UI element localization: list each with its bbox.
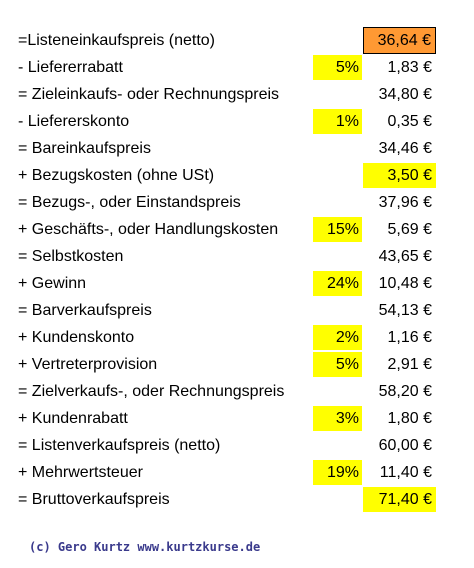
table-row: = Bruttoverkaufspreis 71,40 € xyxy=(12,486,442,513)
table-row: = Zieleinkaufs- oder Rechnungspreis 34,80… xyxy=(12,81,442,108)
table-row: + Gewinn 24% 10,48 € xyxy=(12,270,442,297)
row-amount: 60,00 € xyxy=(378,437,432,454)
row-label: = Barverkaufspreis xyxy=(18,302,152,319)
row-percentage: 19% xyxy=(313,460,362,485)
row-label: = Zieleinkaufs- oder Rechnungspreis xyxy=(18,86,280,103)
calculation-table: =Listeneinkaufspreis (netto) 36,64 € - Lie… xyxy=(12,27,442,513)
table-row: + Geschäfts-, oder Handlungskosten 15% 5,6… xyxy=(12,216,442,243)
row-amount: 11,40 € xyxy=(379,464,432,481)
row-label: + Kundenrabatt xyxy=(18,410,128,427)
row-label: + Mehrwertsteuer xyxy=(18,464,143,481)
row-amount: 0,35 € xyxy=(387,113,432,130)
row-label: = Listenverkaufspreis (netto) xyxy=(18,437,221,454)
table-row: = Listenverkaufspreis (netto) 60,00 € xyxy=(12,432,442,459)
row-label: + Kundenskonto xyxy=(18,329,135,346)
table-row: + Kundenrabatt 3% 1,80 € xyxy=(12,405,442,432)
table-row: = Barverkaufspreis 54,13 € xyxy=(12,297,442,324)
row-percentage: 3% xyxy=(313,406,362,431)
row-amount: 2,91 € xyxy=(387,356,432,373)
row-amount: 54,13 € xyxy=(378,302,432,319)
row-percentage: 15% xyxy=(313,217,362,242)
table-row: = Bareinkaufspreis 34,46 € xyxy=(12,135,442,162)
table-row: + Bezugskosten (ohne USt) 3,50 € xyxy=(12,162,442,189)
table-row: = Zielverkaufs-, oder Rechnungspreis 58,2… xyxy=(12,378,442,405)
row-amount: 1,80 € xyxy=(387,410,432,427)
row-label: = Zielverkaufs-, oder Rechnungspreis xyxy=(18,383,285,400)
row-label: = Selbstkosten xyxy=(18,248,124,265)
table-row: - Liefererskonto 1% 0,35 € xyxy=(12,108,442,135)
row-label: = Bezugs-, oder Einstandspreis xyxy=(18,194,241,211)
row-amount: 5,69 € xyxy=(387,221,432,238)
row-amount: 36,64 € xyxy=(363,27,436,54)
row-label: - Liefererrabatt xyxy=(18,59,123,76)
row-percentage: 5% xyxy=(313,352,362,377)
table-row: + Vertreterprovision 5% 2,91 € xyxy=(12,351,442,378)
row-amount: 34,46 € xyxy=(378,140,432,157)
row-percentage: 5% xyxy=(313,55,362,80)
row-percentage: 1% xyxy=(313,109,362,134)
table-row: + Kundenskonto 2% 1,16 € xyxy=(12,324,442,351)
row-amount: 10,48 € xyxy=(378,275,432,292)
table-row: =Listeneinkaufspreis (netto) 36,64 € xyxy=(12,27,442,54)
row-percentage: 24% xyxy=(313,271,362,296)
copyright-notice: (c) Gero Kurtz www.kurtzkurse.de xyxy=(29,540,261,554)
row-amount: 1,83 € xyxy=(387,59,432,76)
row-amount: 34,80 € xyxy=(378,86,432,103)
row-label: = Bareinkaufspreis xyxy=(18,140,151,157)
row-label: + Vertreterprovision xyxy=(18,356,158,373)
row-percentage: 2% xyxy=(313,325,362,350)
row-amount: 1,16 € xyxy=(387,329,432,346)
row-amount: 58,20 € xyxy=(378,383,432,400)
row-amount: 3,50 € xyxy=(363,163,436,188)
table-row: = Selbstkosten 43,65 € xyxy=(12,243,442,270)
row-label: = Bruttoverkaufspreis xyxy=(18,491,170,508)
row-amount: 37,96 € xyxy=(378,194,432,211)
row-label: + Geschäfts-, oder Handlungskosten xyxy=(18,221,279,238)
row-label: - Liefererskonto xyxy=(18,113,130,130)
table-row: - Liefererrabatt 5% 1,83 € xyxy=(12,54,442,81)
row-label: + Gewinn xyxy=(18,275,87,292)
row-label: + Bezugskosten (ohne USt) xyxy=(18,167,215,184)
row-amount: 43,65 € xyxy=(378,248,432,265)
table-row: = Bezugs-, oder Einstandspreis 37,96 € xyxy=(12,189,442,216)
row-label: =Listeneinkaufspreis (netto) xyxy=(18,32,215,49)
row-amount: 71,40 € xyxy=(363,487,436,512)
table-row: + Mehrwertsteuer 19% 11,40 € xyxy=(12,459,442,486)
